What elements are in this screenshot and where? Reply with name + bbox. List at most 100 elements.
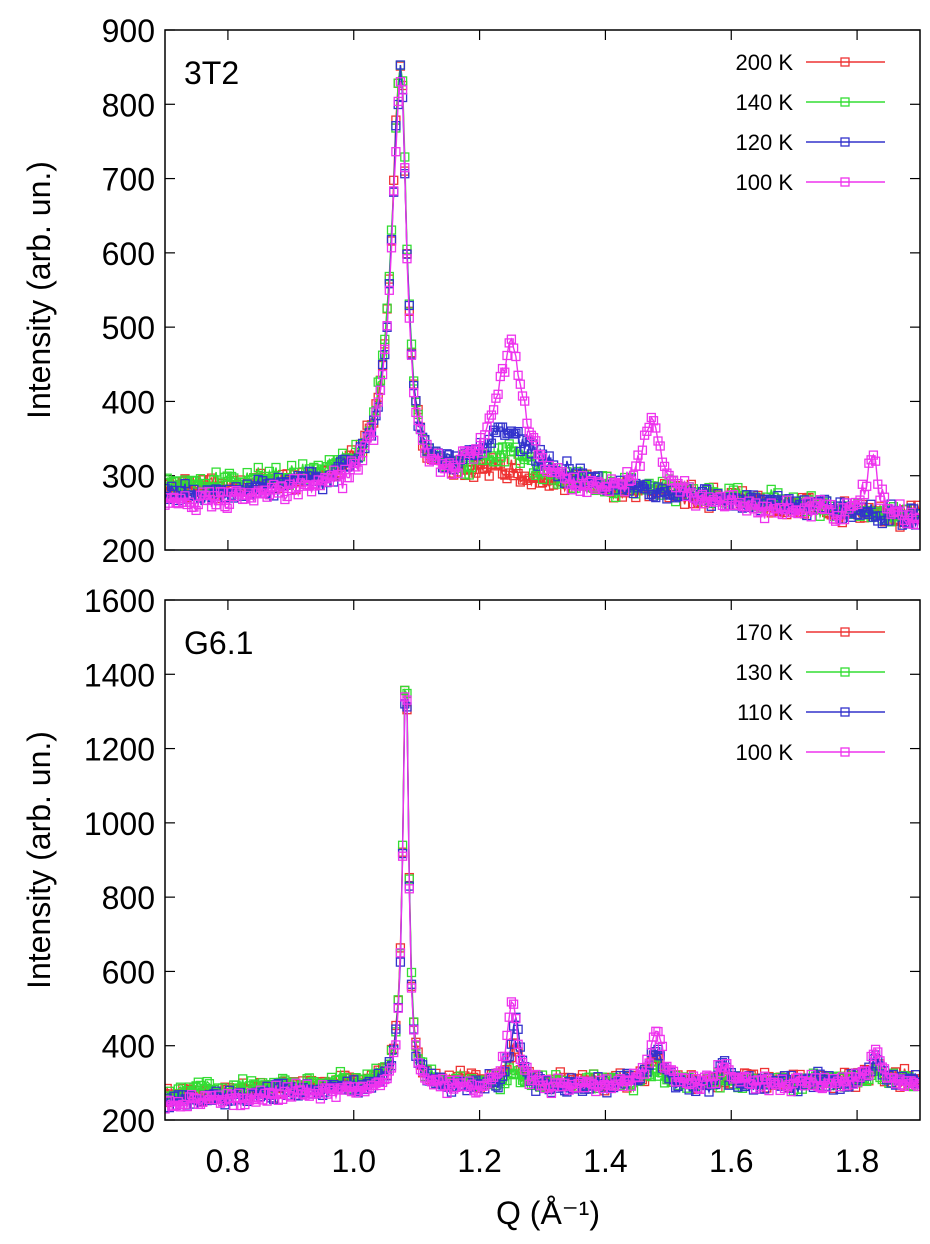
panel-3t2-data-point [280, 494, 290, 505]
panel-3t2-data-point [380, 344, 390, 355]
panel-g6-1-legend-marker [840, 707, 850, 717]
panel-3t2-data-point [582, 487, 592, 498]
panel-g6-1-data-point [513, 1024, 523, 1034]
panel-3t2-data-point [191, 505, 201, 516]
panel-3t2-data-point [626, 475, 636, 485]
panel-3t2-data-point [386, 243, 397, 253]
panel-3t2-data-point [655, 441, 665, 451]
panel-3t2-data-point [369, 435, 379, 445]
panel-g6-1-data-point [655, 1051, 665, 1061]
panel-3t2-data-point [691, 501, 701, 511]
panel-g6-1-data-point [759, 1071, 770, 1081]
panel-g6-1-data-point [165, 1104, 170, 1114]
panel-3t2-data-point [879, 492, 890, 502]
panel-3t2-data-point [677, 482, 688, 493]
panel-g6-1-data-point [502, 1030, 512, 1041]
panel-g6-1-data-point [393, 1003, 403, 1013]
panel-3t2-data-point [684, 482, 694, 492]
panel-3t2-data-point [637, 445, 648, 455]
panel-3t2-data-point [253, 462, 263, 473]
panel-g6-1-data-point [400, 685, 410, 696]
panel-3t2-series [165, 60, 920, 532]
panel-g6-1-label: G6.1 [184, 625, 253, 661]
panel-g6-1-data-point [409, 1025, 419, 1035]
panel-3t2-y-tick-label: 400 [102, 384, 155, 420]
panel-g6-1-data-point [877, 1062, 887, 1072]
panel-g6-1-x-tick-label: 1.4 [583, 1143, 627, 1179]
panel-g6-1-data-point [404, 884, 414, 894]
panel-g6-1-data-point [853, 1077, 863, 1087]
panel-g6-1-data-point [722, 1059, 732, 1069]
panel-g6-1-y-tick-label: 400 [102, 1029, 155, 1065]
panel-3t2-data-point [298, 459, 308, 469]
panel-3t2-data-point [535, 449, 545, 460]
panel-3t2-data-point [686, 488, 696, 498]
panel-3t2-data-point [651, 423, 661, 433]
panel-3t2-data-point [391, 147, 401, 157]
panel-g6-1-data-point [515, 1042, 525, 1052]
panel-g6-1-legend-marker [840, 667, 850, 677]
panel-g6-1-x-tick-label: 1.2 [457, 1143, 501, 1179]
panel-3t2-data-point [165, 500, 170, 510]
panel-g6-1-x-tick-label: 1.0 [332, 1143, 376, 1179]
panel-g6-1-data-point [691, 1073, 701, 1084]
panel-g6-1-data-point [666, 1065, 676, 1075]
panel-3t2-legend-item: 100 K [736, 170, 885, 195]
panel-3t2-data-point [406, 350, 417, 360]
panel-g6-1-data-point [238, 1074, 248, 1084]
panel-g6-1-data-point [520, 1065, 530, 1075]
panel-g6-1-y-tick-labels: 200 400 600 800 1000 1200 1400 1600 [84, 583, 155, 1139]
panel-3t2-data-point [482, 422, 492, 432]
panel-g6-1-legend-label: 130 K [736, 660, 794, 685]
panel-g6-1-data-point [879, 1064, 890, 1074]
panel-g6-1-data-point [282, 1082, 292, 1092]
panel-g6-1-data-point [913, 1081, 920, 1092]
panel-3t2-data-point [293, 490, 303, 500]
panel-g6-1-legend-label: 170 K [736, 620, 794, 645]
panel-3t2-y-tick-label: 500 [102, 310, 155, 346]
panel-3t2-legend-marker [840, 57, 850, 67]
panel-3t2-data-point [870, 456, 881, 466]
panel-g6-1: 200 400 600 800 1000 1200 1400 1600 0.8 1.0 1.2 1.… [21, 583, 921, 1179]
panel-3t2-data-point [802, 498, 812, 508]
panel-3t2-data-point [544, 451, 554, 461]
panel-3t2-data-point [866, 499, 876, 509]
panel-g6-1-data-point [397, 851, 408, 861]
panel-3t2-data-point [515, 379, 525, 389]
panel-g6-1-data-point [391, 1040, 401, 1050]
panel-g6-1-y-tick-label: 1000 [84, 806, 155, 842]
panel-g6-1-data-point [511, 1068, 521, 1078]
panel-3t2-data-point [486, 438, 497, 448]
panel-3t2-data-point [397, 85, 408, 95]
panel-3t2-data-point [586, 475, 597, 486]
panel-3t2-series-100-k [165, 77, 920, 530]
panel-3t2-label: 3T2 [184, 55, 239, 91]
panel-3t2-data-point [751, 498, 761, 508]
panel-3t2-data-point [477, 448, 488, 458]
panel-g6-1-x-tick-label: 0.8 [206, 1143, 250, 1179]
panel-g6-1-data-point [302, 1079, 312, 1089]
panel-3t2-legend-marker [840, 137, 850, 147]
panel-3t2-data-point [500, 367, 510, 377]
panel-g6-1-data-point [591, 1086, 601, 1097]
panel-3t2-data-point [657, 484, 668, 494]
panel-3t2-data-point [391, 121, 401, 131]
panel-3t2-data-point [719, 502, 730, 512]
panel-g6-1-data-point [391, 1024, 401, 1034]
panel-3t2-data-point [409, 387, 419, 398]
panel-3t2-y-axis-title: Intensity (arb. un.) [21, 161, 57, 419]
panel-g6-1-series-line [165, 694, 920, 1110]
panel-g6-1-data-point [464, 1076, 474, 1086]
panel-3t2-data-point [337, 483, 348, 494]
panel-3t2-data-point [537, 452, 548, 463]
panel-3t2-legend-item: 200 K [736, 50, 885, 75]
panel-3t2-data-point [646, 412, 656, 423]
panel-g6-1-data-point [644, 1058, 654, 1068]
panel-3t2-data-point [577, 471, 588, 481]
panel-3t2-data-point [286, 460, 297, 471]
panel-g6-1-data-point [639, 1069, 650, 1079]
panel-3t2-data-point [400, 163, 410, 173]
panel-3t2-data-point [453, 468, 463, 479]
panel-g6-1-legend-marker [840, 747, 850, 757]
panel-g6-1-x-tick-labels: 0.8 1.0 1.2 1.4 1.6 1.8 [206, 1143, 880, 1179]
